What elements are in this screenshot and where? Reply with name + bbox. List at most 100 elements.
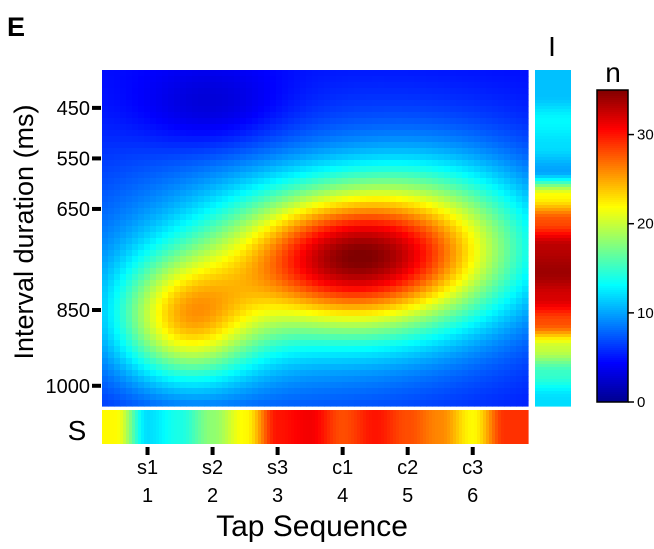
heatmap-cell	[402, 82, 409, 89]
heatmap-cell	[360, 292, 367, 299]
heatmap-cell	[210, 352, 217, 359]
heatmap-cell	[204, 280, 211, 287]
heatmap-cell	[228, 82, 235, 89]
heatmap-cell	[132, 166, 139, 173]
heatmap-cell	[348, 160, 355, 167]
heatmap-cell	[228, 262, 235, 269]
heatmap-cell	[312, 382, 319, 389]
heatmap-cell	[372, 262, 379, 269]
heatmap-cell	[132, 310, 139, 317]
marginal-sequence-cell	[192, 410, 196, 444]
heatmap-cell	[432, 100, 439, 107]
heatmap-cell	[252, 298, 259, 305]
heatmap-cell	[174, 394, 181, 401]
heatmap-cell	[492, 202, 499, 209]
heatmap-cell	[504, 340, 511, 347]
heatmap-cell	[198, 202, 205, 209]
heatmap-cell	[450, 160, 457, 167]
heatmap-cell	[252, 292, 259, 299]
heatmap-cell	[258, 304, 265, 311]
heatmap-cell	[114, 136, 121, 143]
heatmap-cell	[150, 226, 157, 233]
heatmap-cell	[276, 106, 283, 113]
heatmap-cell	[252, 376, 259, 383]
heatmap-cell	[192, 322, 199, 329]
heatmap-cell	[318, 358, 325, 365]
colorbar-cell	[597, 294, 628, 297]
marginal-sequence-cell	[210, 410, 214, 444]
heatmap-cell	[516, 136, 523, 143]
heatmap-cell	[516, 376, 523, 383]
heatmap-cell	[222, 262, 229, 269]
heatmap-cell	[498, 316, 505, 323]
heatmap-cell	[186, 94, 193, 101]
heatmap-cell	[132, 172, 139, 179]
heatmap-cell	[372, 172, 379, 179]
heatmap-cell	[432, 118, 439, 125]
heatmap-cell	[108, 208, 115, 215]
heatmap-cell	[222, 94, 229, 101]
heatmap-cell	[432, 286, 439, 293]
heatmap-cell	[462, 262, 469, 269]
heatmap-cell	[186, 244, 193, 251]
heatmap-cell	[120, 154, 127, 161]
heatmap-cell	[144, 250, 151, 257]
heatmap-cell	[222, 106, 229, 113]
heatmap-cell	[264, 340, 271, 347]
heatmap-cell	[174, 130, 181, 137]
heatmap-cell	[474, 382, 481, 389]
heatmap-cell	[162, 352, 169, 359]
marginal-interval-cell	[535, 253, 571, 257]
heatmap-cell	[144, 154, 151, 161]
heatmap-cell	[486, 214, 493, 221]
heatmap-cell	[210, 154, 217, 161]
heatmap-cell	[294, 322, 301, 329]
heatmap-cell	[240, 232, 247, 239]
heatmap-cell	[228, 334, 235, 341]
heatmap-cell	[246, 370, 253, 377]
heatmap-cell	[180, 352, 187, 359]
heatmap-cell	[450, 106, 457, 113]
heatmap-cell	[126, 358, 133, 365]
heatmap-cell	[366, 196, 373, 203]
heatmap-cell	[372, 328, 379, 335]
heatmap-cell	[126, 76, 133, 83]
heatmap-cell	[390, 262, 397, 269]
heatmap-cell	[498, 394, 505, 401]
heatmap-cell	[288, 124, 295, 131]
heatmap-cell	[306, 190, 313, 197]
marginal-sequence-cell	[402, 410, 406, 444]
heatmap-cell	[132, 244, 139, 251]
heatmap-cell	[126, 364, 133, 371]
heatmap-cell	[270, 370, 277, 377]
heatmap-cell	[270, 304, 277, 311]
heatmap-cell	[360, 244, 367, 251]
heatmap-cell	[450, 268, 457, 275]
heatmap-cell	[192, 88, 199, 95]
heatmap-cell	[198, 160, 205, 167]
x-tick-label-top: c2	[397, 457, 418, 479]
heatmap-cell	[516, 166, 523, 173]
heatmap-cell	[516, 358, 523, 365]
marginal-sequence-cell	[204, 410, 208, 444]
colorbar-frame	[596, 89, 629, 403]
heatmap-cell	[270, 190, 277, 197]
heatmap-cell	[348, 292, 355, 299]
heatmap-cell	[270, 178, 277, 185]
heatmap-cell	[330, 178, 337, 185]
heatmap-cell	[438, 346, 445, 353]
heatmap-cell	[438, 106, 445, 113]
heatmap-cell	[324, 136, 331, 143]
heatmap-cell	[402, 280, 409, 287]
heatmap-cell	[144, 370, 151, 377]
heatmap-cell	[336, 76, 343, 83]
heatmap-cell	[168, 364, 175, 371]
heatmap-cell	[438, 244, 445, 251]
heatmap-cell	[522, 178, 529, 185]
heatmap-cell	[486, 118, 493, 125]
heatmap-cell	[420, 178, 427, 185]
heatmap-cell	[180, 118, 187, 125]
heatmap-cell	[312, 328, 319, 335]
heatmap-cell	[192, 268, 199, 275]
heatmap-cell	[240, 76, 247, 83]
